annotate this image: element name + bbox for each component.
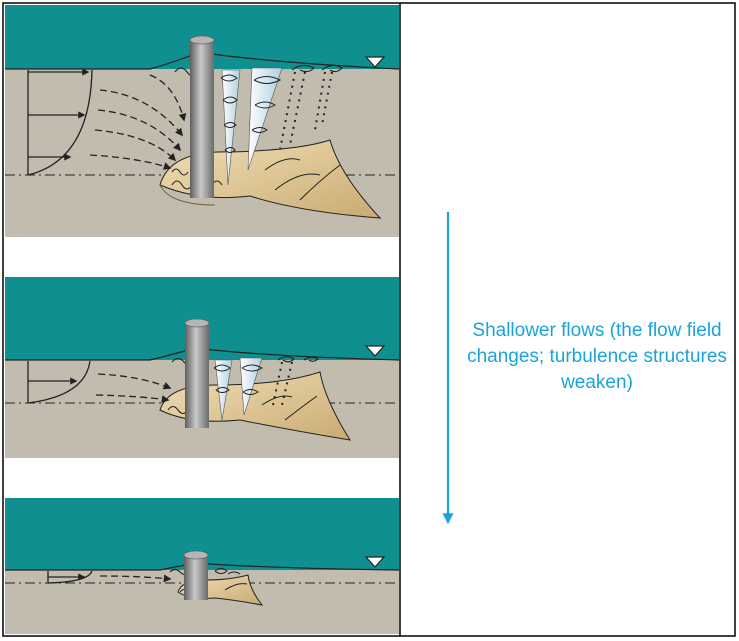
panel-deep-flow <box>5 5 400 237</box>
panel-intermediate-flow <box>5 277 400 458</box>
triangle-icon <box>364 345 386 357</box>
pier <box>184 555 208 600</box>
triangle-icon <box>364 556 386 568</box>
triangle-icon <box>364 56 386 68</box>
pier <box>185 323 209 428</box>
pier <box>190 40 214 198</box>
panel-shallow-flow <box>5 498 400 634</box>
caption-text: Shallower flows (the flow field changes;… <box>467 320 727 393</box>
